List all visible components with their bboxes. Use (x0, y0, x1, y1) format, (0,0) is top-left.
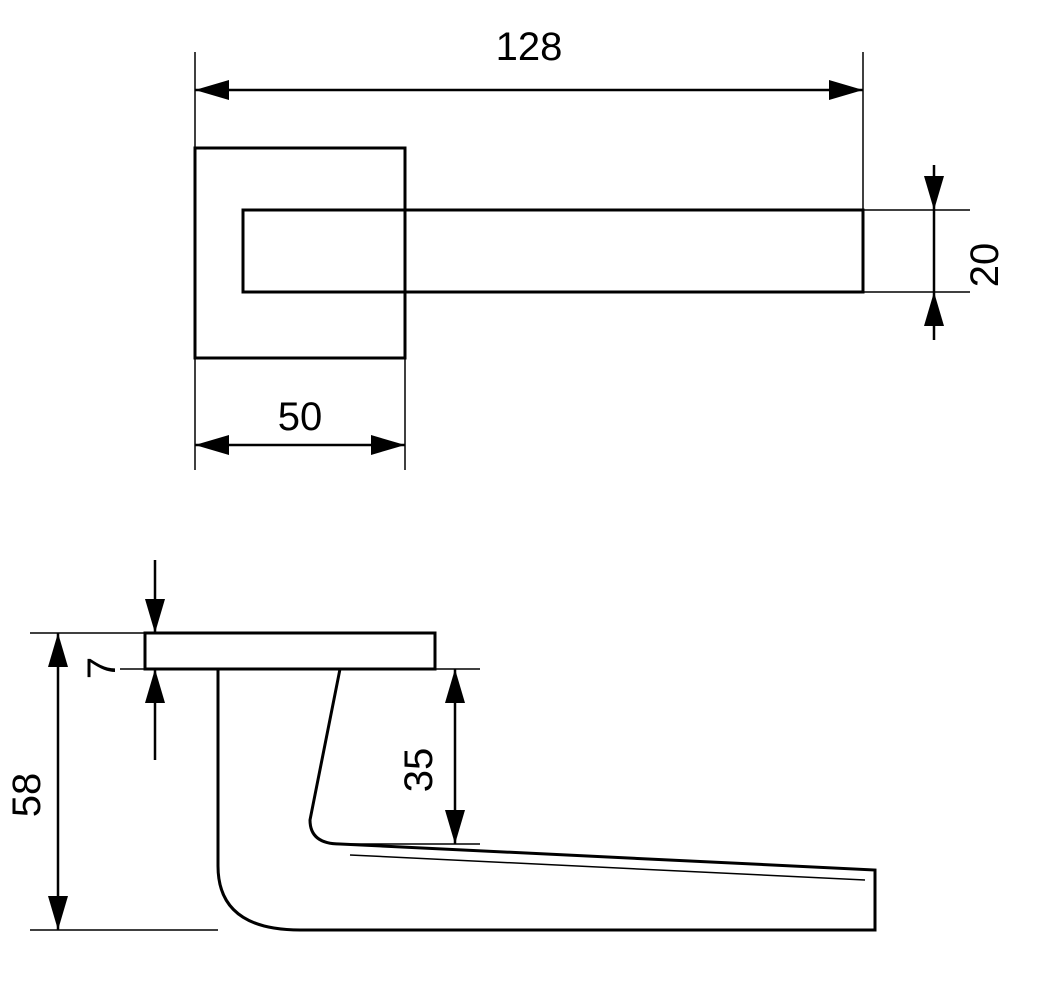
side-plate (145, 633, 435, 669)
side-handle (218, 669, 875, 930)
dim-20: 20 (924, 165, 1007, 340)
dim-128: 128 (195, 25, 863, 100)
dim-58-label: 58 (5, 773, 49, 818)
top-plate (195, 148, 405, 358)
dim-58: 58 (5, 633, 68, 930)
dim-35: 35 (397, 669, 465, 844)
dim-20-label: 20 (963, 243, 1007, 288)
dim-50-label: 50 (278, 395, 323, 439)
dim-128-label: 128 (496, 25, 563, 69)
top-handle (243, 210, 863, 292)
top-view: 128 50 20 (195, 25, 1007, 470)
side-view: 58 7 35 (5, 560, 875, 930)
dim-7-label: 7 (80, 657, 124, 679)
dim-50: 50 (195, 395, 405, 455)
dim-35-label: 35 (397, 748, 441, 793)
dim-7: 7 (80, 560, 165, 760)
technical-drawing: 128 50 20 (0, 0, 1061, 992)
